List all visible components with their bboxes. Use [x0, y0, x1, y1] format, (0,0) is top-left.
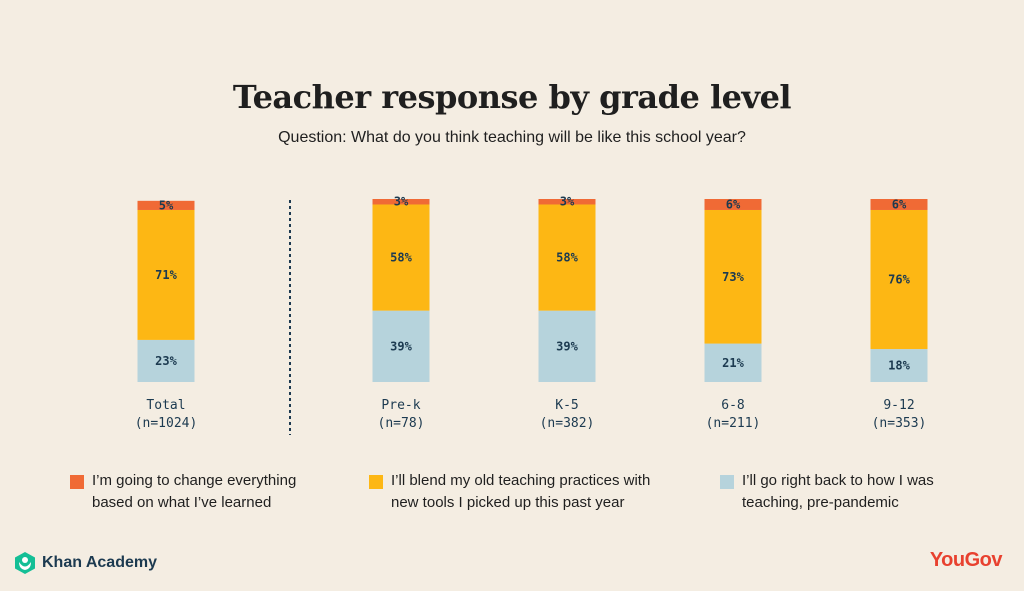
data-label-back-4: 18%	[888, 359, 910, 373]
category-label-2: K-5	[555, 398, 578, 413]
legend-item-blend: I’ll blend my old teaching practices wit…	[369, 472, 651, 514]
khan-academy-logo-icon	[15, 552, 35, 574]
category-label-1: Pre-k	[381, 398, 420, 413]
data-label-blend-4: 76%	[888, 273, 910, 287]
category-label-4: 9-12	[883, 398, 914, 413]
data-label-change-2: 3%	[560, 195, 575, 209]
legend: I’m going to change everything based on …	[0, 472, 1024, 523]
legend-label-change: I’m going to change everything based on …	[92, 472, 297, 511]
category-n-3: (n=211)	[706, 416, 761, 431]
data-label-blend-3: 73%	[722, 270, 744, 284]
category-label-0: Total	[146, 398, 185, 413]
bar-blend-4	[870, 209, 928, 350]
data-label-back-0: 23%	[155, 354, 177, 368]
bar-back-2	[538, 310, 596, 382]
data-label-back-3: 21%	[722, 356, 744, 370]
khan-academy-text: Khan Academy	[42, 554, 157, 571]
legend-swatch-back	[720, 475, 734, 489]
bar-back-3	[704, 343, 762, 382]
bar-blend-1	[372, 204, 430, 311]
chart-subtitle: Question: What do you think teaching wil…	[278, 129, 746, 146]
bar-change-4	[870, 199, 928, 210]
category-n-2: (n=382)	[540, 416, 595, 431]
bar-change-0	[137, 200, 195, 210]
legend-swatch-blend	[369, 475, 383, 489]
bar-change-2	[538, 199, 596, 205]
bar-change-1	[372, 199, 430, 205]
category-n-1: (n=78)	[378, 416, 425, 431]
data-label-change-0: 5%	[159, 198, 174, 212]
category-label-3: 6-8	[721, 398, 744, 413]
legend-item-change: I’m going to change everything based on …	[70, 472, 297, 514]
bar-blend-0	[137, 209, 195, 340]
bar-blend-3	[704, 209, 762, 344]
data-label-back-1: 39%	[390, 339, 412, 353]
data-label-change-4: 6%	[892, 197, 907, 211]
category-n-4: (n=353)	[872, 416, 927, 431]
data-label-back-2: 39%	[556, 339, 578, 353]
data-label-blend-1: 58%	[390, 251, 412, 265]
bar-back-4	[870, 349, 928, 382]
stacked-bar-chart: 23% 71% 5% Total (n=1024) 39% 58% 3% Pre-k (n=78)…	[135, 195, 928, 435]
bar-back-0	[137, 339, 195, 382]
bar-back-1	[372, 310, 430, 382]
legend-label-back: I’ll go right back to how I was teaching…	[742, 472, 934, 511]
data-label-blend-0: 71%	[155, 268, 177, 282]
bar-blend-2	[538, 204, 596, 311]
legend-item-back: I’ll go right back to how I was teaching…	[720, 472, 934, 514]
data-label-blend-2: 58%	[556, 251, 578, 265]
legend-swatch-change	[70, 475, 84, 489]
chart-title: Teacher response by grade level	[232, 78, 792, 116]
bar-change-3	[704, 199, 762, 210]
legend-label-blend: I’ll blend my old teaching practices wit…	[391, 472, 651, 511]
data-label-change-1: 3%	[394, 195, 409, 209]
category-n-0: (n=1024)	[135, 416, 198, 431]
yougov-logo: YouGov	[929, 549, 1003, 571]
data-label-change-3: 6%	[726, 197, 741, 211]
khan-academy-brand: Khan Academy	[14, 551, 157, 575]
